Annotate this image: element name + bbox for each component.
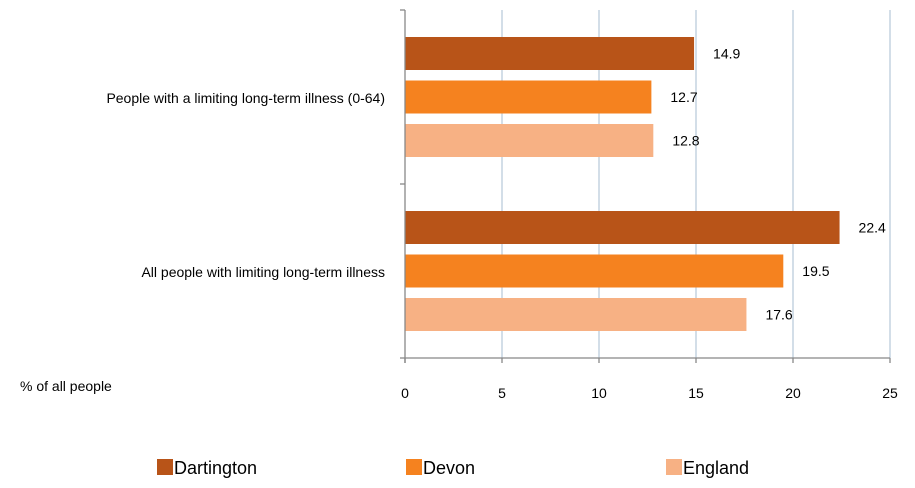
x-tick-label-15: 15 bbox=[688, 385, 704, 401]
category-label-2: All people with limiting long-term illne… bbox=[141, 264, 385, 280]
legend-item-dartington: Dartington bbox=[157, 458, 257, 478]
legend-label-england: England bbox=[683, 458, 749, 478]
x-tick-label-10: 10 bbox=[591, 385, 607, 401]
legend-swatch-england bbox=[666, 459, 682, 475]
labels: 14.9 12.7 12.8 22.4 19.5 17.6 0 5 10 15 20 25 People… bbox=[20, 46, 898, 402]
x-tick-label-0: 0 bbox=[401, 385, 409, 401]
data-label-devon-1: 12.7 bbox=[670, 89, 697, 105]
data-label-england-2: 17.6 bbox=[765, 307, 792, 323]
x-tick-label-25: 25 bbox=[882, 385, 898, 401]
data-label-england-1: 12.8 bbox=[672, 133, 699, 149]
legend: Dartington Devon England bbox=[157, 458, 749, 478]
axes bbox=[400, 9, 891, 363]
legend-item-england: England bbox=[666, 458, 749, 478]
bar-england-1 bbox=[405, 124, 654, 157]
legend-swatch-devon bbox=[406, 459, 422, 475]
bar-dartington-2 bbox=[405, 211, 840, 244]
x-tick-label-5: 5 bbox=[498, 385, 506, 401]
bar-devon-2 bbox=[405, 254, 784, 288]
bar-dartington-1 bbox=[405, 37, 695, 70]
data-label-devon-2: 19.5 bbox=[802, 263, 829, 279]
data-label-dartington-2: 22.4 bbox=[859, 220, 886, 236]
legend-label-dartington: Dartington bbox=[174, 458, 257, 478]
category-label-1: People with a limiting long-term illness… bbox=[106, 90, 385, 106]
legend-label-devon: Devon bbox=[423, 458, 475, 478]
legend-swatch-dartington bbox=[157, 459, 173, 475]
data-label-dartington-1: 14.9 bbox=[713, 46, 740, 62]
bars bbox=[405, 37, 840, 331]
bar-england-2 bbox=[405, 298, 747, 331]
bar-devon-1 bbox=[405, 80, 652, 114]
x-tick-label-20: 20 bbox=[785, 385, 801, 401]
x-axis-title: % of all people bbox=[20, 378, 112, 394]
legend-item-devon: Devon bbox=[406, 458, 475, 478]
